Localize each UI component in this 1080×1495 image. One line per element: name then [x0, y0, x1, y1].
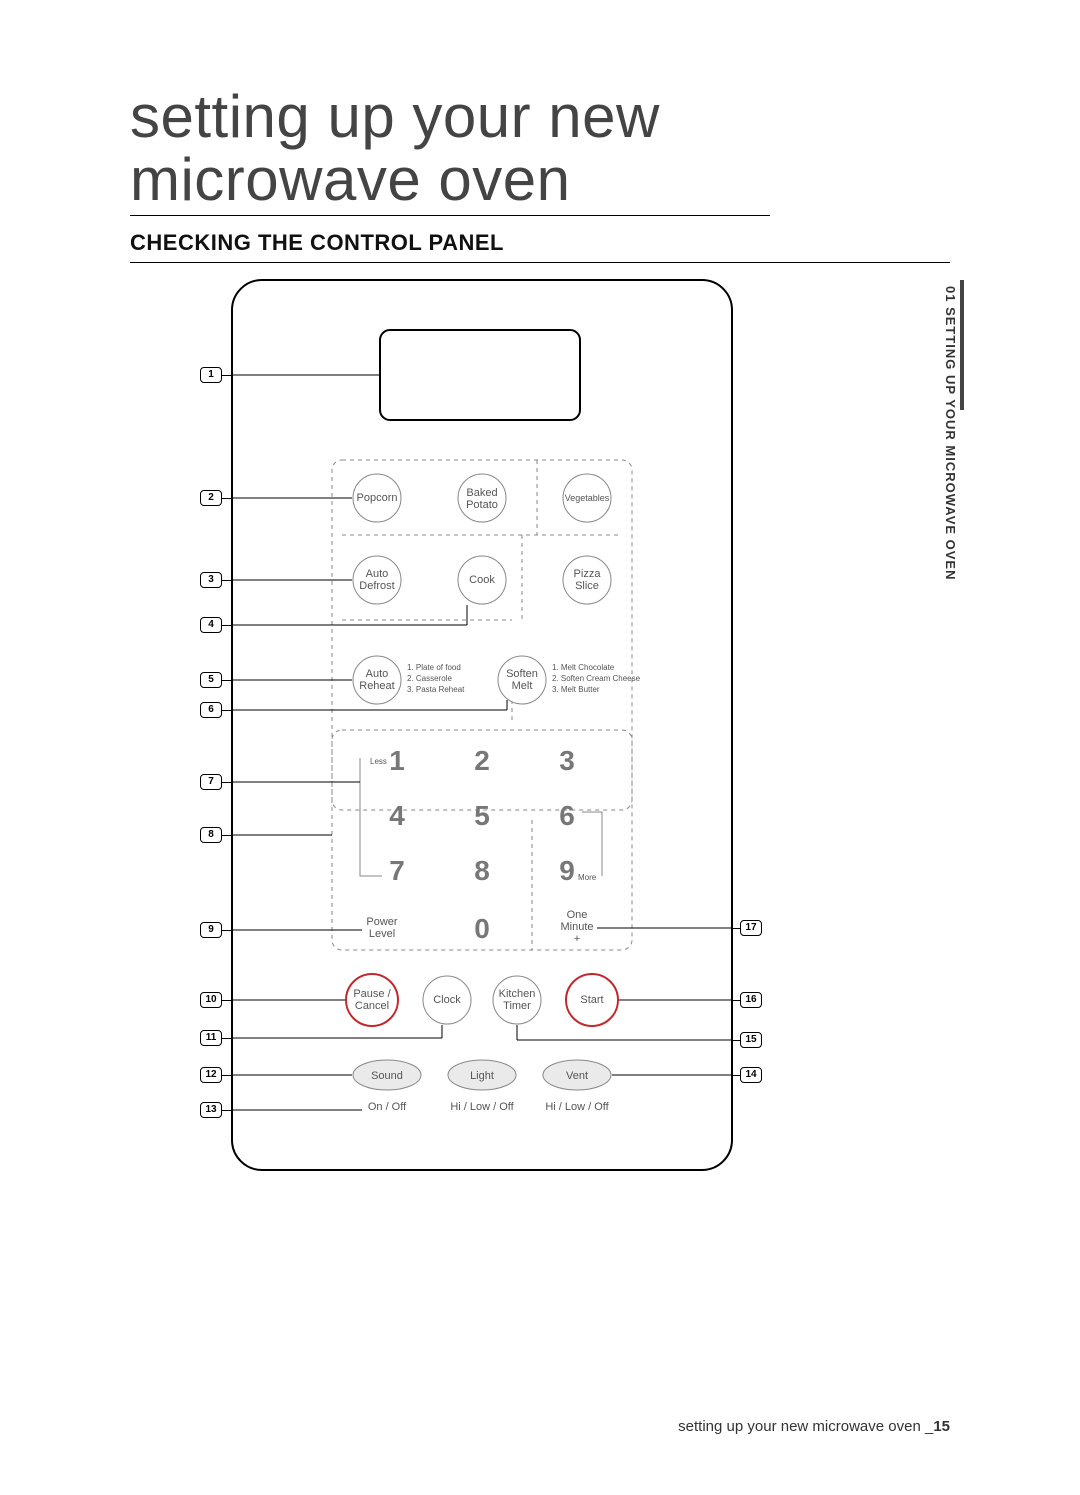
svg-text:Soften: Soften	[506, 668, 538, 680]
callout-17: 17	[740, 920, 762, 936]
key-4[interactable]: 4	[389, 800, 405, 831]
svg-text:Cancel: Cancel	[355, 1000, 389, 1012]
svg-text:Start: Start	[580, 994, 603, 1006]
more-label: More	[578, 873, 597, 882]
light-button[interactable]: Light	[448, 1060, 516, 1090]
callout-7: 7	[200, 774, 222, 790]
control-panel-diagram: Popcorn Baked Potato Vegetables Auto Def…	[232, 280, 732, 1170]
one-minute-l2[interactable]: Minute	[560, 921, 593, 933]
svg-text:Cook: Cook	[469, 574, 495, 586]
key-0[interactable]: 0	[474, 913, 490, 944]
callout-12: 12	[200, 1067, 222, 1083]
pizza-slice-button[interactable]: Pizza Slice	[563, 556, 611, 604]
callout-3: 3	[200, 572, 222, 588]
kitchen-timer-button[interactable]: Kitchen Timer	[493, 976, 541, 1024]
key-6[interactable]: 6	[559, 800, 575, 831]
sound-sub: On / Off	[368, 1101, 407, 1113]
svg-text:Auto: Auto	[366, 668, 389, 680]
svg-text:Popcorn: Popcorn	[357, 492, 398, 504]
start-button[interactable]: Start	[566, 974, 618, 1026]
callout-5: 5	[200, 672, 222, 688]
callout-9: 9	[200, 922, 222, 938]
melt-list-3: 3. Melt Butter	[552, 685, 600, 694]
svg-text:Baked: Baked	[466, 487, 497, 499]
popcorn-button[interactable]: Popcorn	[353, 474, 401, 522]
display-window	[380, 330, 580, 420]
side-tab: 01 SETTING UP YOUR MICROWAVE OVEN	[941, 280, 960, 587]
footer-text: setting up your new microwave oven _	[678, 1418, 933, 1435]
melt-list-1: 1. Melt Chocolate	[552, 663, 615, 672]
auto-reheat-button[interactable]: Auto Reheat	[353, 656, 401, 704]
footer: setting up your new microwave oven _15	[678, 1418, 950, 1435]
key-2[interactable]: 2	[474, 745, 490, 776]
key-5[interactable]: 5	[474, 800, 490, 831]
pause-cancel-button[interactable]: Pause / Cancel	[346, 974, 398, 1026]
key-3[interactable]: 3	[559, 745, 575, 776]
key-1[interactable]: 1	[389, 745, 405, 776]
callout-1: 1	[200, 367, 222, 383]
key-7[interactable]: 7	[389, 855, 405, 886]
soften-melt-button[interactable]: Soften Melt	[498, 656, 546, 704]
svg-text:Pizza: Pizza	[574, 568, 602, 580]
power-level-l2[interactable]: Level	[369, 928, 395, 940]
less-label: Less	[370, 757, 387, 766]
callout-15: 15	[740, 1032, 762, 1048]
reheat-list-3: 3. Pasta Reheat	[407, 685, 465, 694]
callout-16: 16	[740, 992, 762, 1008]
callout-8: 8	[200, 827, 222, 843]
callout-10: 10	[200, 992, 222, 1008]
vent-button[interactable]: Vent	[543, 1060, 611, 1090]
power-level-l1[interactable]: Power	[366, 916, 398, 928]
svg-text:Reheat: Reheat	[359, 680, 394, 692]
one-minute-l1[interactable]: One	[567, 909, 588, 921]
svg-text:Clock: Clock	[433, 994, 461, 1006]
reheat-list-1: 1. Plate of food	[407, 663, 461, 672]
svg-text:Kitchen: Kitchen	[499, 988, 536, 1000]
callout-13: 13	[200, 1102, 222, 1118]
side-tab-bar	[960, 280, 964, 410]
one-minute-l3[interactable]: +	[574, 933, 580, 945]
svg-text:Timer: Timer	[503, 1000, 531, 1012]
vent-sub: Hi / Low / Off	[545, 1101, 609, 1113]
key-8[interactable]: 8	[474, 855, 490, 886]
svg-text:Defrost: Defrost	[359, 580, 394, 592]
vegetables-button[interactable]: Vegetables	[563, 474, 611, 522]
svg-text:Slice: Slice	[575, 580, 599, 592]
light-sub: Hi / Low / Off	[450, 1101, 514, 1113]
clock-button[interactable]: Clock	[423, 976, 471, 1024]
baked-potato-button[interactable]: Baked Potato	[458, 474, 506, 522]
svg-text:Light: Light	[470, 1070, 494, 1082]
callout-6: 6	[200, 702, 222, 718]
reheat-list-2: 2. Casserole	[407, 674, 452, 683]
auto-defrost-button[interactable]: Auto Defrost	[353, 556, 401, 604]
cook-button[interactable]: Cook	[458, 556, 506, 604]
svg-text:Auto: Auto	[366, 568, 389, 580]
callout-2: 2	[200, 490, 222, 506]
callout-14: 14	[740, 1067, 762, 1083]
page-title: setting up your new microwave oven	[130, 85, 770, 216]
svg-text:Pause /: Pause /	[353, 988, 391, 1000]
svg-text:Vegetables: Vegetables	[565, 493, 610, 503]
footer-page: 15	[933, 1418, 950, 1435]
svg-text:Melt: Melt	[512, 680, 533, 692]
svg-text:Vent: Vent	[566, 1070, 588, 1082]
melt-list-2: 2. Soften Cream Cheese	[552, 674, 641, 683]
key-9[interactable]: 9	[559, 855, 575, 886]
svg-text:Sound: Sound	[371, 1070, 403, 1082]
svg-text:Potato: Potato	[466, 499, 498, 511]
callout-11: 11	[200, 1030, 222, 1046]
sound-button[interactable]: Sound	[353, 1060, 421, 1090]
section-heading: CHECKING THE CONTROL PANEL	[130, 230, 950, 263]
callout-4: 4	[200, 617, 222, 633]
